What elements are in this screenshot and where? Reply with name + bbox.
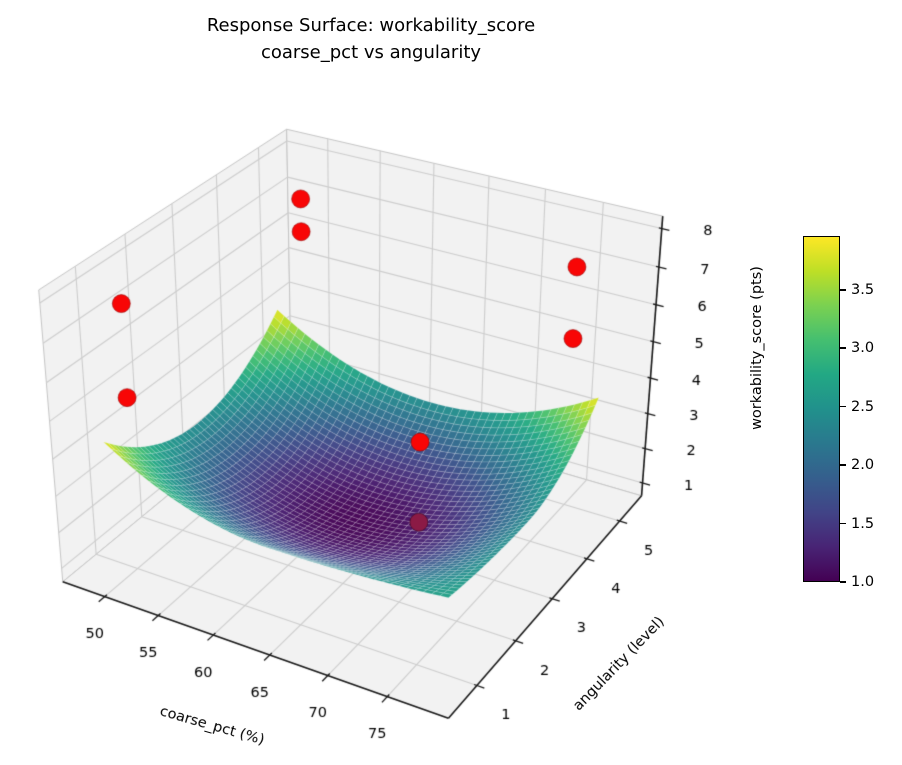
colorbar-tick bbox=[840, 405, 846, 408]
chart-title: Response Surface: workability_score coar… bbox=[207, 12, 535, 66]
colorbar-tick-label: 3.0 bbox=[851, 340, 875, 357]
chart-title-line2: coarse_pct vs angularity bbox=[260, 42, 482, 63]
colorbar-tick bbox=[840, 464, 846, 466]
colorbar-tick bbox=[840, 522, 846, 525]
colorbar-tick-label: 2.0 bbox=[851, 457, 875, 474]
colorbar-tick bbox=[840, 289, 846, 291]
colorbar-tick-label: 1.5 bbox=[851, 515, 875, 532]
colorbar-tick-label: 3.5 bbox=[851, 281, 875, 298]
colorbar-tick bbox=[840, 347, 846, 349]
colorbar-gradient bbox=[803, 236, 840, 582]
colorbar: 3.5 3.0 2.5 2.0 1.5 1.0 bbox=[803, 236, 874, 590]
colorbar-tick-label: 2.5 bbox=[851, 398, 875, 415]
colorbar-tick-label: 1.0 bbox=[851, 574, 875, 590]
chart-title-line1: Response Surface: workability_score bbox=[206, 15, 536, 36]
colorbar-tick bbox=[840, 581, 846, 583]
z-axis-label: workability_score (pts) bbox=[749, 266, 765, 430]
